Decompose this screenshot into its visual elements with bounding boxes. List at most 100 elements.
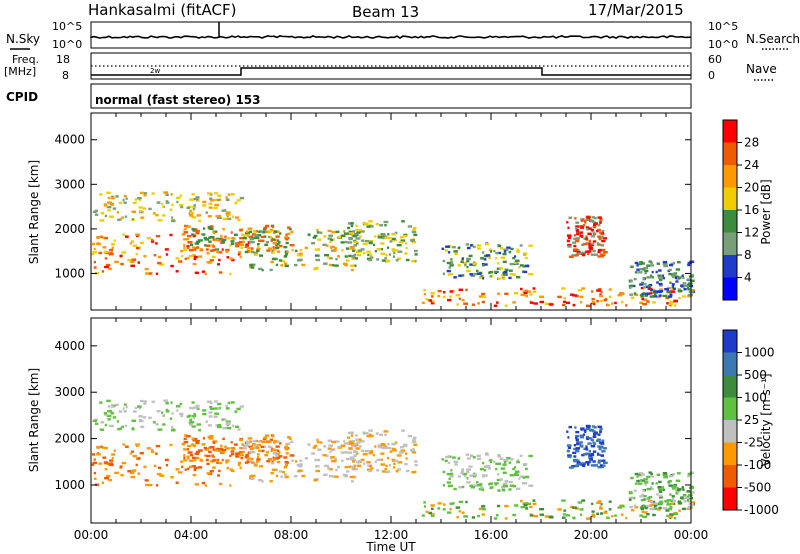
velocity-cell	[493, 517, 498, 520]
velocity-cell	[669, 513, 675, 516]
power-cell	[633, 277, 637, 281]
velocity-cell	[499, 457, 504, 460]
velocity-cell	[103, 446, 108, 450]
velocity-cell	[376, 458, 382, 461]
velocity-cell	[646, 475, 650, 479]
power-cell	[353, 253, 357, 257]
velocity-cell	[186, 435, 191, 438]
power-cell	[414, 249, 418, 253]
velocity-cell	[232, 447, 236, 450]
power-cell	[639, 301, 644, 305]
power-cell	[383, 220, 389, 224]
velocity-cell	[191, 401, 195, 404]
power-cell	[393, 255, 396, 258]
power-cell	[92, 251, 98, 254]
velocity-cell	[131, 469, 137, 472]
power-cell	[353, 244, 357, 247]
power-cell	[593, 232, 597, 236]
power-cell	[317, 248, 321, 251]
power-cell	[577, 289, 582, 292]
velocity-cell	[592, 441, 595, 444]
power-cell	[599, 235, 604, 239]
velocity-cell	[248, 440, 252, 443]
velocity-cell	[620, 513, 624, 516]
power-cell	[333, 249, 337, 252]
velocity-cell	[489, 486, 492, 490]
power-cell	[222, 217, 227, 221]
power-cell	[576, 250, 581, 254]
velocity-cell	[165, 408, 169, 412]
velocity-cell	[217, 425, 222, 429]
power-cell	[230, 193, 235, 196]
velocity-cell	[568, 425, 572, 429]
power-cell	[208, 202, 213, 205]
power-cell	[191, 216, 196, 219]
velocity-cell	[316, 438, 319, 441]
velocity-cell	[270, 447, 273, 450]
power-cell	[357, 253, 361, 257]
power-cell	[580, 218, 583, 221]
power-cell	[689, 279, 695, 282]
velocity-cell	[263, 436, 268, 439]
power-cell	[574, 217, 577, 220]
velocity-cell	[192, 414, 197, 418]
power-cell	[187, 256, 190, 260]
power-cell	[368, 241, 373, 245]
power-cell	[368, 220, 373, 223]
power-cell	[599, 232, 603, 235]
power-cell	[586, 304, 591, 307]
power-cell	[639, 283, 644, 286]
power-cell	[585, 235, 588, 238]
power-cell	[211, 244, 214, 247]
power-cell	[397, 250, 400, 253]
velocity-cell	[637, 482, 643, 485]
colorbar-tick-label: 4	[744, 271, 752, 285]
power-cell	[384, 257, 387, 260]
velocity-cell	[230, 453, 235, 456]
power-cell	[355, 224, 358, 228]
velocity-cell	[229, 454, 232, 458]
power-cell	[235, 244, 240, 248]
power-cell	[659, 284, 663, 287]
power-cell	[400, 239, 406, 242]
velocity-cell	[96, 445, 101, 449]
velocity-cell	[207, 424, 212, 427]
power-y-label: Slant Range [km]	[27, 160, 41, 264]
station-title: Hankasalmi (fitACF)	[88, 1, 236, 19]
power-cell	[680, 284, 684, 287]
velocity-cell	[642, 515, 648, 519]
velocity-cell	[256, 460, 260, 463]
velocity-cell	[377, 444, 383, 447]
velocity-cell	[375, 432, 379, 435]
power-cell	[170, 193, 173, 196]
velocity-cell	[662, 486, 665, 489]
power-cell	[284, 264, 289, 268]
power-cell	[189, 249, 194, 252]
power-cell	[389, 240, 393, 243]
power-cell	[350, 224, 354, 228]
power-cell	[497, 292, 501, 295]
power-cell	[234, 201, 238, 205]
velocity-cell	[220, 444, 223, 448]
velocity-cell	[193, 412, 196, 416]
power-cell	[291, 249, 294, 252]
power-cell	[599, 253, 603, 256]
power-cell	[586, 216, 591, 219]
velocity-cell	[207, 400, 212, 403]
velocity-cell	[215, 424, 218, 427]
power-cell	[462, 261, 468, 265]
power-cell	[344, 255, 349, 258]
power-cell	[379, 224, 384, 227]
power-cell	[237, 253, 241, 256]
velocity-cell	[345, 457, 350, 461]
power-cell	[449, 290, 454, 293]
velocity-cell	[191, 443, 195, 446]
power-cell	[633, 292, 637, 295]
power-cell	[525, 294, 529, 298]
velocity-cell	[226, 466, 230, 470]
power-cell	[669, 293, 673, 296]
power-cell	[399, 241, 404, 244]
power-cell	[102, 246, 107, 249]
power-cell	[253, 253, 258, 256]
velocity-cell	[103, 461, 109, 464]
